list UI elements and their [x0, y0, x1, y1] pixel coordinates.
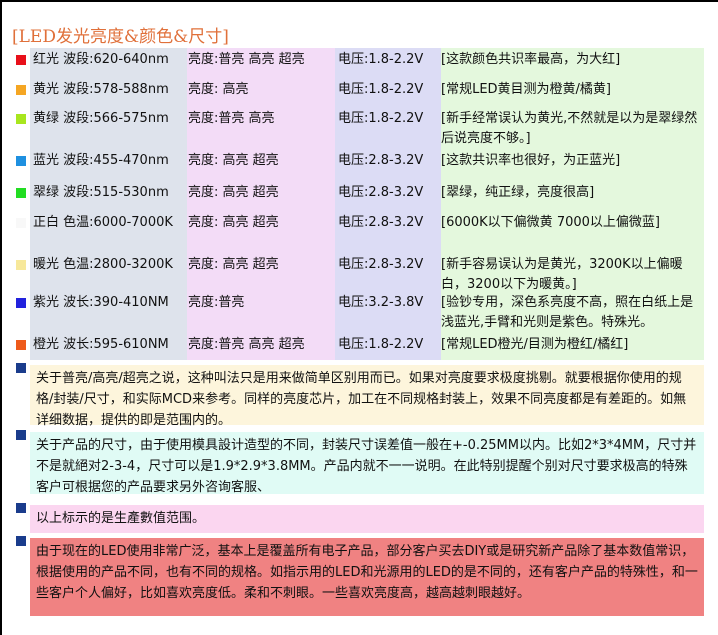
- led-name-wavelength: 红光 波段:620-640nm: [33, 52, 169, 67]
- note: [翠绿，纯正绿，亮度很高]: [441, 185, 595, 200]
- brightness: 亮度: 高亮: [188, 82, 249, 97]
- voltage: 电压:3.2-3.8V: [338, 295, 424, 310]
- note-box: 关于普亮/高亮/超亮之说，这种叫法只是用来做简单区别用而已。如果对亮度要求极度挑…: [30, 365, 704, 428]
- led-name-wavelength: 黄绿 波段:566-575nm: [33, 111, 169, 126]
- color-swatch: [16, 156, 26, 166]
- note-box: 关于产品的尺寸，由于使用模具設计造型的不同，封装尺寸误差值一般在+-0.25MM…: [30, 432, 704, 495]
- led-name-wavelength: 紫光 波长:390-410NM: [33, 295, 169, 310]
- note: [6000K以下偏微黄 7000以上偏微蓝]: [441, 215, 660, 230]
- column-note-bg: [441, 48, 704, 360]
- brightness: 亮度:普亮 高亮 超亮: [188, 337, 305, 352]
- led-name-wavelength: 黄光 波段:578-588nm: [33, 82, 169, 97]
- note: [新手容易误认为是黄光，3200K以上偏暖白，3200以下为暖黄。]: [441, 257, 683, 292]
- voltage: 电压:2.8-3.2V: [338, 257, 424, 272]
- note-box: 以上标示的是生產數值范围。: [30, 505, 704, 533]
- color-swatch: [16, 55, 26, 65]
- color-swatch: [16, 114, 26, 124]
- brightness: 亮度:普亮: [188, 295, 245, 310]
- led-name-wavelength: 暖光 色温:2800-3200K: [33, 257, 173, 272]
- brightness: 亮度: 高亮 超亮: [188, 185, 279, 200]
- brightness: 亮度:普亮 高亮 超亮: [188, 52, 305, 67]
- voltage: 电压:2.8-3.2V: [338, 153, 424, 168]
- color-swatch: [16, 85, 26, 95]
- bullet-square-icon: [16, 363, 26, 373]
- note-box: 由于现在的LED使用非常广泛，基本上是覆盖所有电子产品，部分客户买去DIY或是研…: [30, 538, 704, 616]
- bullet-square-icon: [16, 536, 26, 546]
- voltage: 电压:1.8-2.2V: [338, 111, 424, 126]
- brightness: 亮度: 高亮 超亮: [188, 215, 279, 230]
- note: [新手经常误认为黄光,不然就是以为是翠绿然后说亮度不够。]: [441, 111, 698, 146]
- voltage: 电压:2.8-3.2V: [338, 215, 424, 230]
- note: [这款颜色共识率最高，为大红]: [441, 52, 621, 67]
- led-name-wavelength: 蓝光 波段:455-470nm: [33, 153, 169, 168]
- led-name-wavelength: 翠绿 波段:515-530nm: [33, 185, 169, 200]
- note: [常规LED橙光/目测为橙红/橘红]: [441, 337, 629, 352]
- color-swatch: [16, 188, 26, 198]
- brightness: 亮度: 高亮 超亮: [188, 153, 279, 168]
- bullet-square-icon: [16, 503, 26, 513]
- led-name-wavelength: 橙光 波长:595-610NM: [33, 337, 169, 352]
- color-swatch: [16, 218, 26, 228]
- note: [验钞专用，深色系亮度不高，照在白纸上是浅蓝光,手臂和光则是紫色。特殊光。: [441, 295, 694, 330]
- note: [常规LED黄目测为橙黄/橘黄]: [441, 82, 611, 97]
- color-swatch: [16, 298, 26, 308]
- column-brightness-bg: [187, 48, 335, 360]
- color-swatch: [16, 340, 26, 350]
- bullet-square-icon: [16, 430, 26, 440]
- column-name-bg: [30, 48, 187, 360]
- color-swatch: [16, 260, 26, 270]
- voltage: 电压:2.8-3.2V: [338, 185, 424, 200]
- brightness: 亮度: 高亮 超亮: [188, 257, 279, 272]
- brightness: 亮度:普亮 高亮: [188, 111, 275, 126]
- column-voltage-bg: [335, 48, 441, 360]
- voltage: 电压:1.8-2.2V: [338, 52, 424, 67]
- note: [这款共识率也很好，为正蓝光]: [441, 153, 621, 168]
- voltage: 电压:1.8-2.2V: [338, 82, 424, 97]
- led-name-wavelength: 正白 色温:6000-7000K: [33, 215, 173, 230]
- page-title: [LED发光亮度&颜色&尺寸]: [12, 27, 229, 47]
- voltage: 电压:1.8-2.2V: [338, 337, 424, 352]
